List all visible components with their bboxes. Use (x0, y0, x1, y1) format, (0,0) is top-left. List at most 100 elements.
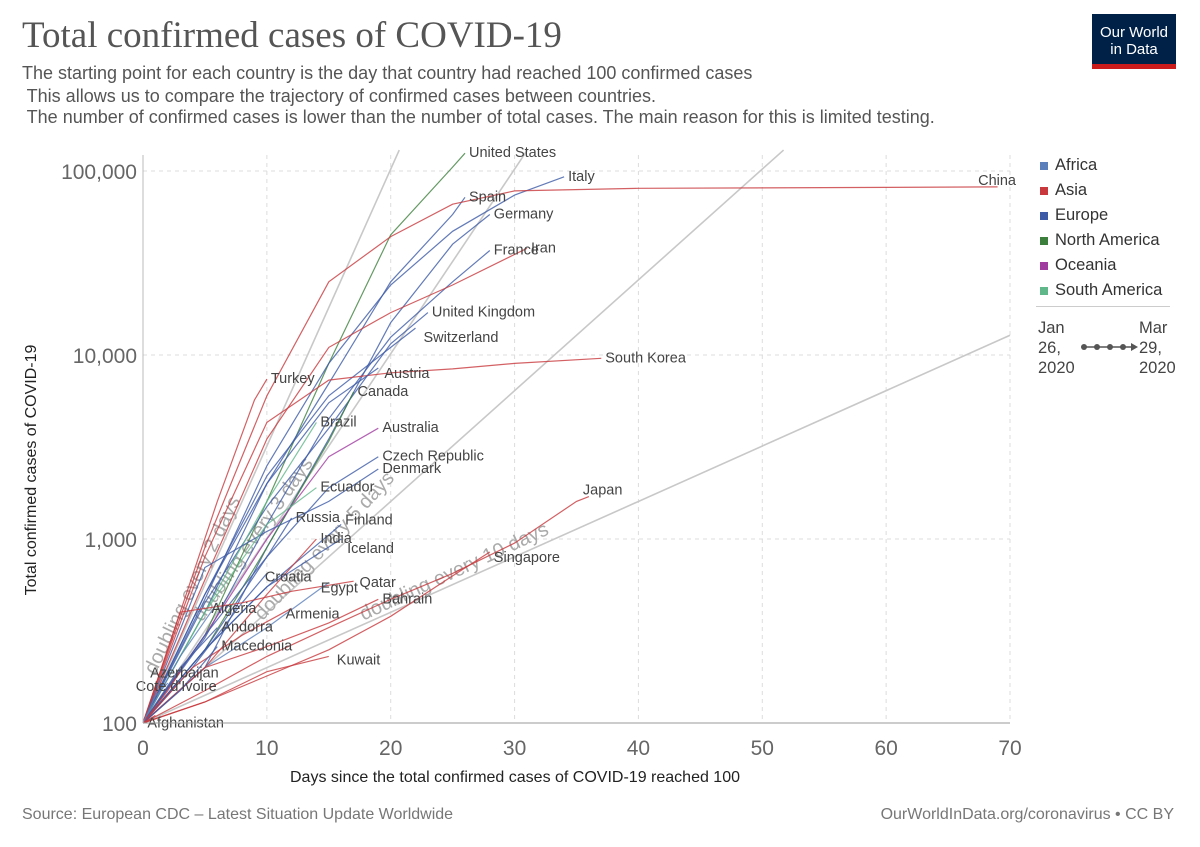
series-label: France (494, 242, 539, 258)
series-label: Germany (494, 207, 554, 223)
series-label: Switzerland (423, 330, 498, 346)
series-line (142, 357, 602, 724)
x-axis-title: Days since the total confirmed cases of … (290, 769, 740, 786)
series-label: Canada (358, 384, 410, 400)
legend-swatch (1040, 186, 1048, 195)
legend-item-oceania[interactable]: Oceania (1040, 253, 1162, 278)
series-label: Spain (469, 189, 506, 205)
y-tick-label: 1,000 (84, 529, 137, 552)
series-line (142, 655, 329, 724)
series-line (142, 607, 292, 724)
series-label: Algeria (211, 601, 257, 617)
series-line (142, 468, 379, 724)
series-label: Russia (296, 510, 341, 526)
legend-swatch (1040, 161, 1048, 170)
timeline-dot (1120, 344, 1126, 350)
license-link[interactable]: OurWorldInData.org/coronavirus • CC BY (880, 806, 1174, 823)
series-label: Iceland (347, 541, 394, 557)
legend: Africa Asia Europe North America Oceania… (1040, 153, 1162, 303)
series-label: Japan (583, 483, 623, 499)
doubling-line (142, 149, 785, 724)
series-label: India (320, 531, 352, 547)
legend-label: Africa (1055, 156, 1098, 174)
series-label: Armenia (286, 606, 341, 622)
y-tick-label: 100,000 (61, 161, 137, 184)
series-label: United Kingdom (432, 305, 535, 321)
series-label: Bahrain (382, 591, 432, 607)
x-tick-label: 60 (874, 737, 897, 760)
series-line (142, 312, 429, 724)
timeline-dot (1107, 344, 1113, 350)
series-label: Austria (384, 366, 430, 382)
timeline-arrow-icon (1131, 343, 1138, 351)
series-label: Turkey (271, 371, 316, 387)
series-label: Macedonia (221, 639, 293, 655)
legend-label: Asia (1055, 181, 1088, 199)
timeline-end-label: Mar 29, 2020 (1139, 319, 1176, 377)
series-line (142, 247, 528, 724)
series-label: Azerbaijan (150, 666, 219, 682)
series-label: Czech Republic (382, 449, 484, 465)
series-line (142, 496, 590, 724)
legend-swatch (1040, 286, 1048, 295)
timeline-slider[interactable] (1080, 340, 1140, 354)
x-tick-label: 40 (627, 737, 650, 760)
legend-item-south-america[interactable]: South America (1040, 278, 1162, 303)
series-line (142, 580, 354, 724)
legend-label: South America (1055, 281, 1163, 299)
subtitle-line-1: The starting point for each country is t… (22, 63, 753, 83)
series-label: Iran (531, 240, 556, 256)
timeline-handle[interactable] (1081, 344, 1087, 350)
x-tick-label: 30 (503, 737, 526, 760)
doubling-line (142, 334, 1011, 724)
legend-item-africa[interactable]: Africa (1040, 153, 1162, 178)
legend-swatch (1040, 211, 1048, 220)
logo-line-1: Our World (1099, 24, 1169, 41)
series-label: Cote d'Ivoire (136, 679, 217, 695)
legend-swatch (1040, 236, 1048, 245)
legend-item-north-america[interactable]: North America (1040, 228, 1162, 253)
doubling-line (142, 149, 529, 724)
series-label: Italy (568, 169, 595, 185)
series-line (142, 176, 565, 724)
series-label: Finland (345, 512, 393, 528)
legend-label: Oceania (1055, 256, 1117, 274)
series-label: United States (469, 145, 556, 161)
legend-item-asia[interactable]: Asia (1040, 178, 1162, 203)
owid-logo[interactable]: Our World in Data (1092, 14, 1176, 69)
legend-item-europe[interactable]: Europe (1040, 203, 1162, 228)
subtitle-line-2: This allows us to compare the trajectory… (22, 86, 656, 106)
series-line (142, 627, 218, 724)
timeline-dot (1094, 344, 1100, 350)
x-tick-label: 20 (379, 737, 402, 760)
series-label: Qatar (360, 575, 396, 591)
series-label: Singapore (494, 550, 560, 566)
legend-swatch (1040, 261, 1048, 270)
series-label: Australia (382, 420, 439, 436)
subtitle-line-3: The number of confirmed cases is lower t… (22, 107, 935, 127)
series-label: Andorra (221, 620, 274, 636)
x-tick-label: 70 (998, 737, 1021, 760)
series-lines (142, 152, 998, 724)
series-line (142, 186, 998, 724)
y-tick-label: 100 (102, 713, 137, 736)
series-line (142, 682, 169, 724)
legend-label: Europe (1055, 206, 1109, 224)
series-label: Kuwait (337, 652, 381, 668)
series-line (142, 646, 218, 724)
y-axis-title: Total confirmed cases of COVID-19 (23, 345, 40, 596)
chart-title: Total confirmed cases of COVID-19 (22, 15, 562, 56)
source-note: Source: European CDC – Latest Situation … (22, 806, 454, 823)
y-tick-label: 10,000 (73, 345, 137, 368)
series-label: Croatia (265, 569, 313, 585)
series-label: Denmark (382, 461, 442, 477)
series-label: Brazil (320, 414, 356, 430)
series-line (142, 714, 156, 724)
doubling-line (142, 149, 400, 724)
logo-line-2: in Data (1110, 41, 1158, 58)
series-labels: United States Italy Spain China Germany Franc… (136, 145, 1017, 731)
series-label: Egypt (321, 581, 358, 597)
legend-label: North America (1055, 231, 1160, 249)
